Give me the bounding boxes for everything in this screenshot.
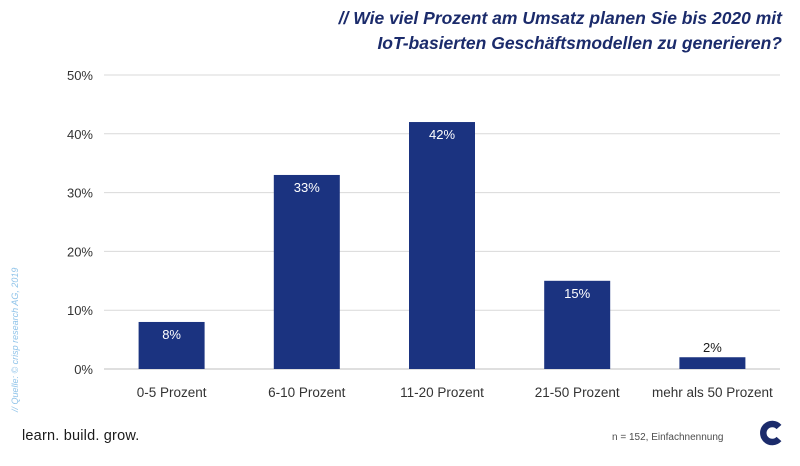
x-category-label: 0-5 Prozent — [137, 385, 207, 400]
bar-chart: 0% 10% 20% 30% 40% 50% 8% 0-5 Prozent 33% 6-10 Pr… — [67, 68, 780, 400]
sample-footnote: n = 152, Einfachnennung — [612, 432, 724, 443]
chart-title-line-2: IoT-basierten Geschäftsmodellen zu gener… — [377, 33, 782, 53]
chart-title-line-1: // Wie viel Prozent am Umsatz planen Sie… — [338, 8, 782, 28]
bar — [679, 357, 746, 369]
source-note: // Quelle: © crisp research AG, 2019 — [10, 267, 20, 412]
x-category-label: 21-50 Prozent — [535, 385, 620, 400]
y-tick-label: 50% — [67, 68, 93, 83]
y-tick-label: 30% — [67, 186, 93, 201]
x-category-label: mehr als 50 Prozent — [652, 385, 773, 400]
x-category-label: 6-10 Prozent — [268, 385, 346, 400]
y-tick-label: 40% — [67, 127, 93, 142]
y-tick-label: 20% — [67, 244, 93, 259]
bar-value-label: 2% — [703, 340, 722, 355]
bar-value-label: 42% — [429, 127, 455, 142]
y-tick-label: 10% — [67, 303, 93, 318]
bar — [138, 321, 205, 369]
bar — [409, 122, 475, 369]
bar — [273, 174, 340, 369]
chart-title: // Wie viel Prozent am Umsatz planen Sie… — [182, 6, 782, 56]
bar — [544, 280, 611, 369]
bar-value-label: 15% — [564, 286, 590, 301]
c-logo-icon — [760, 420, 782, 446]
bar-value-label: 33% — [294, 180, 320, 195]
x-category-label: 11-20 Prozent — [400, 385, 484, 400]
bar-value-label: 8% — [162, 327, 181, 342]
tagline: learn. build. grow. — [22, 428, 140, 444]
y-tick-label: 0% — [74, 362, 93, 377]
